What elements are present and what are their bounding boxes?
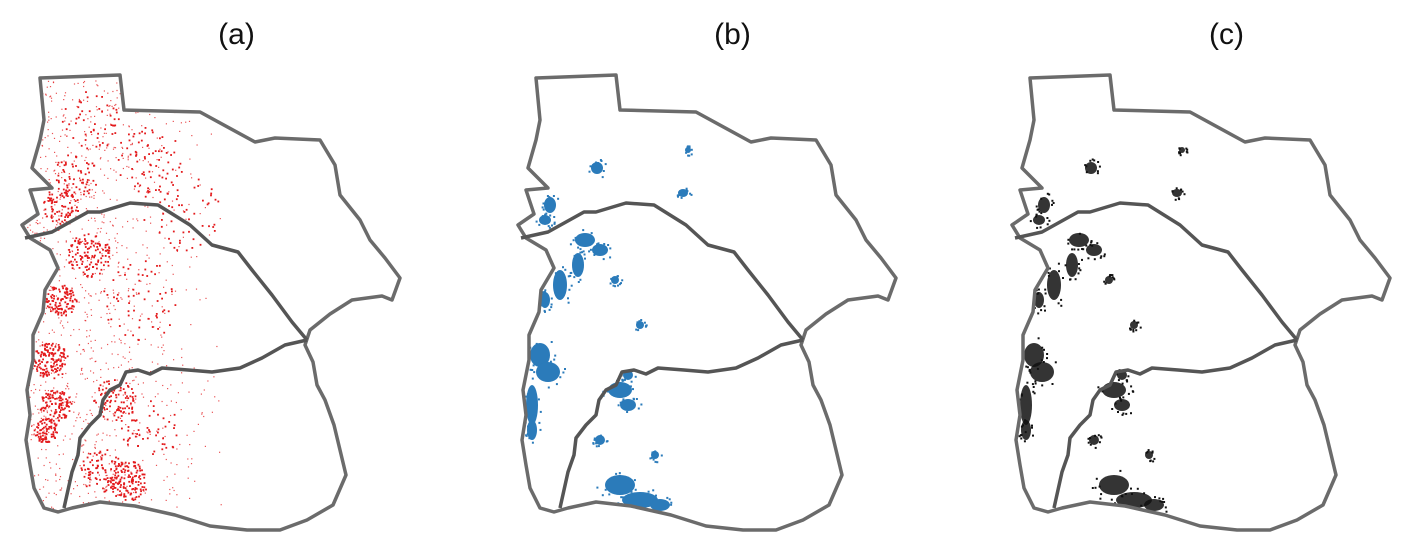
map-panel-a: (a) — [0, 0, 473, 557]
district-boundary-north — [520, 201, 805, 342]
panel-label-a: (a) — [218, 18, 255, 51]
land-cover-layer — [25, 80, 222, 521]
district-boundary-north — [1014, 201, 1299, 342]
map-panel-c: (c) — [990, 0, 1420, 557]
district-boundary-north — [24, 201, 309, 342]
region-outline — [20, 73, 402, 532]
district-boundary-south — [62, 338, 308, 509]
region-outline — [1010, 73, 1392, 532]
map-a — [20, 73, 402, 532]
land-cover-layer — [524, 145, 693, 515]
panel-label-b: (b) — [714, 18, 751, 51]
district-boundary-south — [558, 338, 804, 509]
region-outline — [516, 73, 898, 532]
land-cover-layer — [1016, 147, 1189, 515]
map-c — [1010, 73, 1392, 532]
panel-label-c: (c) — [1209, 18, 1244, 51]
map-b — [516, 73, 898, 532]
map-panel-b: (b) — [496, 0, 969, 557]
district-boundary-south — [1052, 338, 1298, 509]
